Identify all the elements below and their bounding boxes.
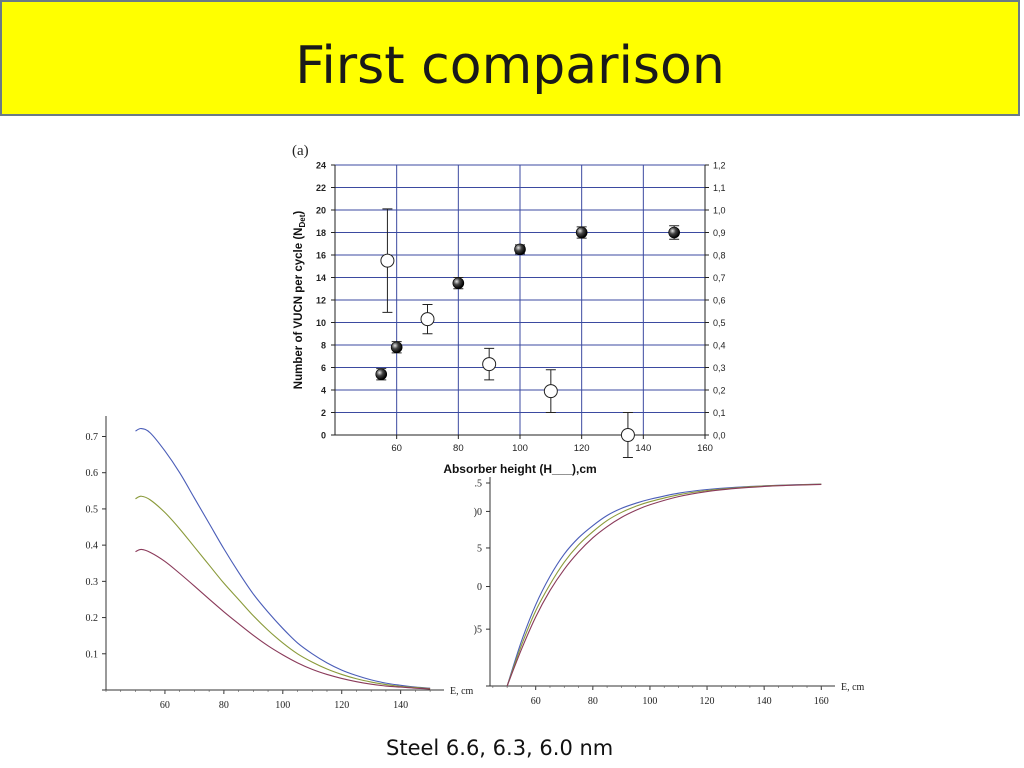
y-tick-label-left: 14: [316, 273, 326, 283]
series-curve: [135, 495, 431, 690]
y-tick-label-left: 12: [316, 296, 326, 306]
x-tick-label: 120: [574, 443, 590, 454]
x-tick-label: 120: [334, 700, 349, 711]
y-tick-label: 5: [477, 543, 482, 554]
y-tick-label: 0.7: [86, 432, 99, 443]
y-tick-label-right: 1,2: [713, 161, 726, 171]
y-tick-label-right: 0,7: [713, 273, 726, 283]
y-tick-label: 0: [477, 582, 482, 593]
series-curve: [506, 483, 822, 687]
data-point-open: [420, 312, 435, 327]
series-curve: [506, 483, 822, 687]
y-tick-label-right: 0,4: [713, 341, 726, 351]
x-tick-label: 140: [393, 700, 408, 711]
data-point-filled: [375, 368, 388, 381]
y-tick-label-right: 0,9: [713, 228, 726, 238]
data-point-open: [543, 384, 558, 399]
data-point-open: [482, 357, 497, 372]
series-curve: [135, 427, 431, 689]
x-tick-label: 160: [697, 443, 713, 454]
x-tick-label: 80: [453, 443, 464, 454]
data-point-open: [380, 253, 395, 268]
y-tick-label: 0.6: [86, 468, 99, 479]
y-tick-label-left: 10: [316, 318, 326, 328]
x-axis-label: E, cm: [841, 682, 865, 693]
x-tick-label: 140: [757, 696, 772, 707]
data-point-open: [620, 428, 635, 442]
y-tick-label-left: 8: [321, 341, 326, 351]
x-tick-label: 120: [700, 696, 715, 707]
y-tick-label-right: 1,0: [713, 206, 726, 216]
x-tick-label: 140: [635, 443, 651, 454]
y-tick-label: 0.3: [86, 577, 99, 588]
y-tick-label-right: 0,0: [713, 431, 726, 441]
slide-caption: Steel 6.6, 6.3, 6.0 nm: [386, 736, 614, 760]
series-curve: [135, 548, 431, 690]
saturation-curves-chart: 60 80 100 120 140 160 )5 0 5 )0 .5 E, cm: [474, 477, 865, 707]
slide-title: First comparison: [295, 36, 725, 96]
x-tick-label: 80: [588, 696, 598, 707]
y-tick-label-left: 22: [316, 183, 326, 193]
y-tick-label: )0: [474, 507, 482, 518]
data-point-filled: [390, 341, 403, 354]
y-tick-label-left: 6: [321, 363, 326, 373]
y-tick-label-left: 0: [321, 431, 326, 441]
scatter-chart-a: 0246810121416182022240,00,10,20,30,40,50…: [292, 143, 726, 476]
y-tick-label: )5: [474, 625, 482, 636]
decay-curves-chart: 60 80 100 120 140 0.1 0.2 0.3 0.4 0.5 0.6 0.7 E, cm: [86, 416, 474, 711]
y-tick-label-right: 0,3: [713, 363, 726, 373]
y-tick-label-left: 20: [316, 206, 326, 216]
y-tick-label-right: 0,5: [713, 318, 726, 328]
series-curve: [506, 483, 822, 687]
x-tick-label: 80: [219, 700, 229, 711]
y-tick-label-left: 24: [316, 161, 326, 171]
x-tick-label: 100: [642, 696, 657, 707]
title-bar: First comparison: [0, 0, 1020, 116]
y-tick-label-right: 0,2: [713, 386, 726, 396]
x-tick-label: 60: [391, 443, 402, 454]
x-axis-label: E, cm: [450, 686, 474, 697]
x-tick-label: 100: [275, 700, 290, 711]
y-tick-label: 0.1: [86, 649, 99, 660]
data-point-filled: [452, 277, 465, 289]
y-tick-label: 0.5: [86, 504, 99, 515]
y-tick-label: 0.2: [86, 613, 99, 624]
data-point-filled: [668, 226, 680, 239]
y-tick-label-left: 18: [316, 228, 326, 238]
data-point-filled: [514, 243, 526, 256]
y-axis-label-left: Number of VUCN per cycle (NDet): [293, 211, 307, 390]
x-tick-label: 60: [160, 700, 170, 711]
y-tick-label-right: 0,8: [713, 251, 726, 261]
y-tick-label-left: 4: [321, 386, 326, 396]
y-tick-label-right: 0,6: [713, 296, 726, 306]
y-tick-label-right: 0,1: [713, 408, 726, 418]
x-tick-label: 60: [531, 696, 541, 707]
data-point-filled: [575, 226, 588, 239]
y-tick-label-left: 16: [316, 251, 326, 261]
x-axis-label: Absorber height (H___),cm: [443, 462, 596, 476]
y-tick-label-right: 1,1: [713, 183, 726, 193]
y-tick-label: .5: [475, 479, 483, 490]
y-tick-label: 0.4: [86, 541, 99, 552]
x-tick-label: 160: [814, 696, 829, 707]
panel-label: (a): [292, 143, 309, 159]
x-tick-label: 100: [512, 443, 528, 454]
y-tick-label-left: 2: [321, 408, 326, 418]
